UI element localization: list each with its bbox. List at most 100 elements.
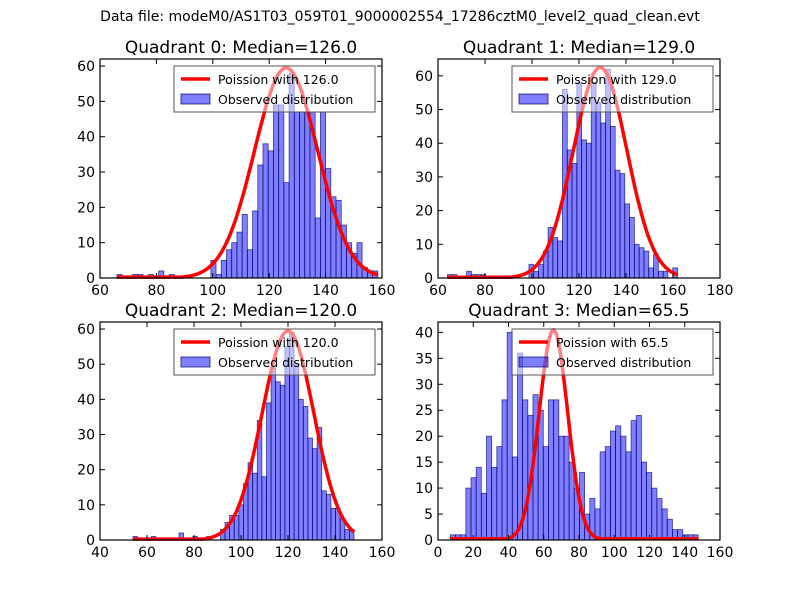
histogram-bar	[304, 111, 311, 279]
histogram-bar	[517, 352, 524, 541]
x-tick-label: 40	[500, 545, 518, 561]
legend-bar-swatch	[180, 356, 211, 368]
histogram-bar	[643, 250, 650, 279]
histogram-bar	[619, 173, 626, 279]
histogram-bar	[651, 487, 658, 541]
histogram-bar	[236, 231, 243, 279]
histogram-bar	[293, 363, 300, 541]
histogram-bar	[298, 398, 304, 541]
histogram-bar	[335, 199, 342, 279]
y-tick-label: 10	[415, 237, 433, 253]
histogram-bar	[646, 472, 653, 541]
x-tick-label: 160	[369, 545, 396, 561]
y-tick-label: 10	[415, 481, 433, 497]
y-tick-label: 10	[77, 498, 95, 514]
histogram-bar	[604, 446, 611, 541]
y-tick-label: 30	[77, 165, 95, 181]
subplot-title: Quadrant 2: Median=120.0	[125, 301, 357, 321]
histogram-bar	[278, 104, 285, 279]
y-tick-label: 30	[77, 428, 95, 444]
histogram-bar	[252, 472, 258, 541]
y-tick-label: 0	[424, 533, 433, 549]
legend-label-observed: Observed distribution	[556, 355, 691, 370]
histogram-bar	[641, 461, 647, 541]
histogram-bar	[299, 111, 306, 279]
histogram-bar	[465, 487, 472, 541]
histogram-bar	[581, 139, 587, 279]
x-tick-label: 40	[91, 545, 109, 561]
histogram-bar	[614, 169, 621, 279]
legend-label-observed: Observed distribution	[218, 92, 353, 107]
x-tick-label: 60	[138, 545, 156, 561]
y-tick-label: 50	[415, 103, 433, 119]
x-tick-label: 160	[369, 283, 396, 299]
legend-label-poisson: Poission with 126.0	[218, 72, 339, 87]
histogram-bar	[557, 240, 563, 279]
legend: Poission with 129.0 Observed distribution	[511, 65, 714, 113]
y-tick-label: 20	[415, 204, 433, 220]
histogram-bar	[257, 164, 264, 279]
subplot-title: Quadrant 0: Median=126.0	[125, 38, 357, 58]
axes-frame	[99, 58, 383, 279]
histogram-bars	[449, 331, 699, 541]
y-tick-label: 15	[415, 455, 433, 471]
histogram-bar	[321, 490, 327, 541]
histogram-bar	[656, 498, 663, 541]
histogram-bar	[319, 111, 326, 279]
x-tick-label: 120	[566, 283, 593, 299]
x-tick-label: 180	[707, 283, 734, 299]
subplot-title: Quadrant 3: Median=65.5	[468, 301, 690, 321]
histogram-bar	[610, 430, 616, 541]
x-tick-label: 80	[476, 283, 494, 299]
histogram-bar	[284, 346, 290, 541]
histogram-bar	[552, 237, 559, 279]
legend: Poission with 65.5 Observed distribution	[511, 328, 714, 376]
y-tick-label: 40	[415, 136, 433, 152]
quadrant-0-subplot: Quadrant 0: Median=126.060 80 100 120 140 160…	[77, 38, 395, 299]
x-tick-label: 60	[91, 283, 109, 299]
histogram-bar	[553, 399, 560, 541]
histogram-bar	[262, 143, 269, 279]
y-tick-label: 60	[77, 322, 95, 338]
histogram-bar	[261, 476, 267, 541]
histogram-bar	[252, 210, 259, 279]
histogram-bar	[630, 420, 637, 541]
histogram-bar	[609, 125, 616, 279]
histogram-bar	[563, 435, 570, 541]
histogram-bar	[538, 264, 544, 279]
histogram-bar	[586, 142, 592, 279]
y-tick-label: 30	[415, 377, 433, 393]
x-tick-label: 100	[228, 545, 255, 561]
x-tick-label: 120	[636, 545, 663, 561]
histogram-bar	[238, 504, 244, 541]
histogram-bar	[480, 492, 487, 541]
histogram-bar	[270, 367, 277, 541]
y-tick-label: 25	[415, 403, 433, 419]
histogram-bar	[629, 216, 635, 279]
histogram-bar	[307, 437, 313, 541]
x-tick-label: 80	[147, 283, 165, 299]
y-tick-label: 30	[415, 170, 433, 186]
poisson-curve	[132, 329, 356, 541]
histogram-bar	[231, 242, 238, 279]
histogram-bar	[279, 384, 286, 541]
histogram-bar	[314, 217, 321, 279]
x-tick-label: 80	[570, 545, 588, 561]
histogram-bar	[220, 259, 227, 279]
histogram-bar	[662, 270, 669, 279]
x-tick-label: 100	[601, 545, 628, 561]
histogram-bar	[491, 466, 498, 541]
y-tick-label: 0	[424, 271, 433, 287]
histogram-bar	[571, 163, 578, 279]
poisson-curve	[450, 328, 699, 541]
quadrant-2-subplot: Quadrant 2: Median=120.040 60 80 100 120 140 1…	[77, 301, 395, 561]
x-tick-label: 120	[256, 283, 283, 299]
x-tick-label: 120	[275, 545, 302, 561]
histogram-bar	[283, 182, 290, 279]
histogram-bar	[661, 508, 668, 541]
legend-label-poisson: Poission with 129.0	[556, 72, 677, 87]
histogram-bar	[233, 514, 240, 541]
x-tick-label: 140	[613, 283, 640, 299]
y-tick-label: 20	[77, 463, 95, 479]
